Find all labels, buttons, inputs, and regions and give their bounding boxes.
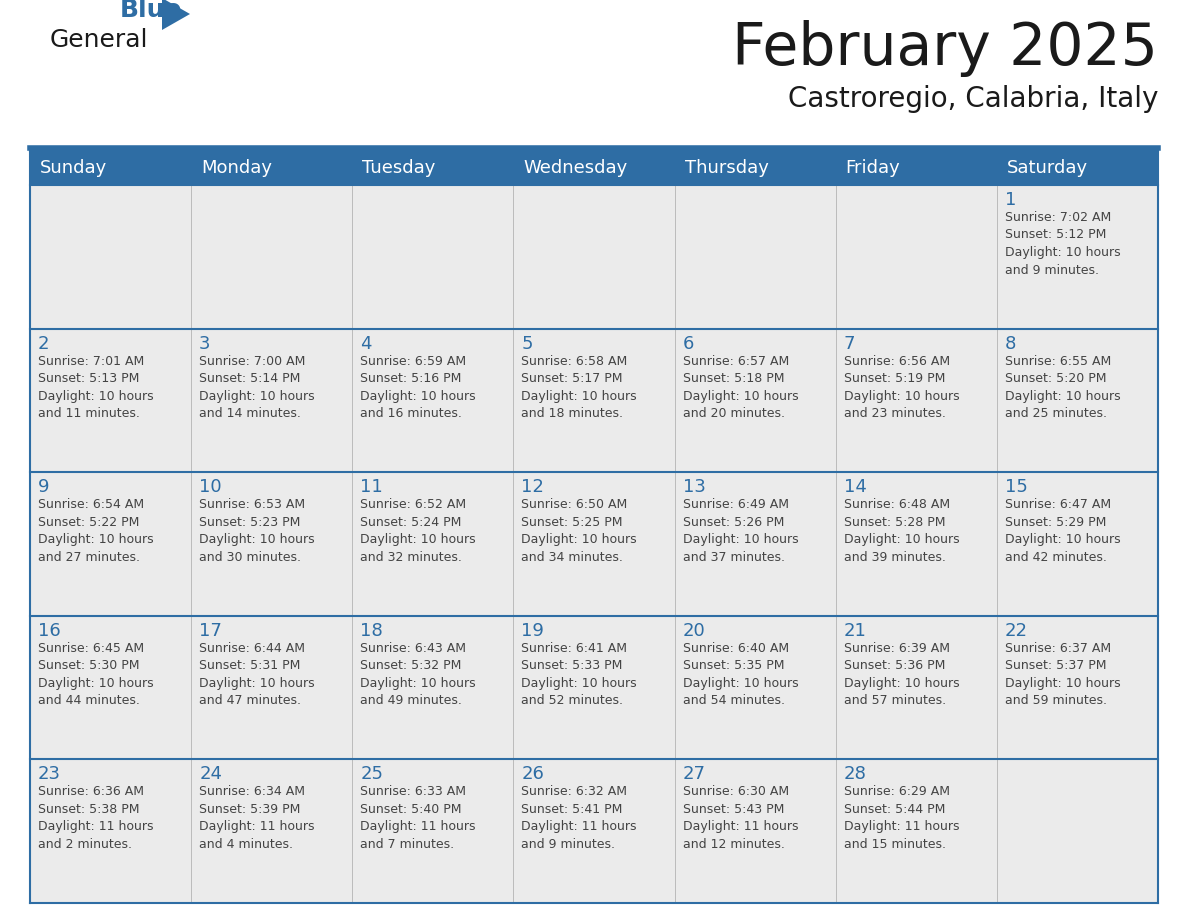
Text: Sunrise: 6:50 AM
Sunset: 5:25 PM
Daylight: 10 hours
and 34 minutes.: Sunrise: 6:50 AM Sunset: 5:25 PM Dayligh… — [522, 498, 637, 564]
Text: 7: 7 — [843, 334, 855, 353]
Bar — [30, 185, 1158, 329]
Text: Sunrise: 6:29 AM
Sunset: 5:44 PM
Daylight: 11 hours
and 15 minutes.: Sunrise: 6:29 AM Sunset: 5:44 PM Dayligh… — [843, 786, 959, 851]
Text: 12: 12 — [522, 478, 544, 497]
Text: 25: 25 — [360, 766, 384, 783]
Text: 19: 19 — [522, 621, 544, 640]
Text: Sunrise: 6:47 AM
Sunset: 5:29 PM
Daylight: 10 hours
and 42 minutes.: Sunrise: 6:47 AM Sunset: 5:29 PM Dayligh… — [1005, 498, 1120, 564]
Text: 18: 18 — [360, 621, 383, 640]
Bar — [30, 616, 1158, 759]
Text: Sunrise: 6:39 AM
Sunset: 5:36 PM
Daylight: 10 hours
and 57 minutes.: Sunrise: 6:39 AM Sunset: 5:36 PM Dayligh… — [843, 642, 960, 707]
Text: Sunrise: 6:52 AM
Sunset: 5:24 PM
Daylight: 10 hours
and 32 minutes.: Sunrise: 6:52 AM Sunset: 5:24 PM Dayligh… — [360, 498, 476, 564]
Polygon shape — [162, 0, 190, 30]
Text: 26: 26 — [522, 766, 544, 783]
Text: Sunday: Sunday — [40, 159, 107, 177]
Text: General: General — [50, 28, 148, 52]
Text: Sunrise: 6:54 AM
Sunset: 5:22 PM
Daylight: 10 hours
and 27 minutes.: Sunrise: 6:54 AM Sunset: 5:22 PM Dayligh… — [38, 498, 153, 564]
Text: 14: 14 — [843, 478, 866, 497]
Bar — [30, 329, 1158, 472]
Text: Sunrise: 6:59 AM
Sunset: 5:16 PM
Daylight: 10 hours
and 16 minutes.: Sunrise: 6:59 AM Sunset: 5:16 PM Dayligh… — [360, 354, 476, 420]
Text: February 2025: February 2025 — [732, 20, 1158, 77]
Text: Wednesday: Wednesday — [524, 159, 627, 177]
Text: Sunrise: 6:37 AM
Sunset: 5:37 PM
Daylight: 10 hours
and 59 minutes.: Sunrise: 6:37 AM Sunset: 5:37 PM Dayligh… — [1005, 642, 1120, 707]
Text: Sunrise: 6:33 AM
Sunset: 5:40 PM
Daylight: 11 hours
and 7 minutes.: Sunrise: 6:33 AM Sunset: 5:40 PM Dayligh… — [360, 786, 475, 851]
Text: 1: 1 — [1005, 191, 1016, 209]
Text: Blue: Blue — [120, 0, 183, 22]
Text: Sunrise: 6:49 AM
Sunset: 5:26 PM
Daylight: 10 hours
and 37 minutes.: Sunrise: 6:49 AM Sunset: 5:26 PM Dayligh… — [683, 498, 798, 564]
Text: Sunrise: 6:55 AM
Sunset: 5:20 PM
Daylight: 10 hours
and 25 minutes.: Sunrise: 6:55 AM Sunset: 5:20 PM Dayligh… — [1005, 354, 1120, 420]
Text: 4: 4 — [360, 334, 372, 353]
Text: 21: 21 — [843, 621, 866, 640]
Text: 10: 10 — [200, 478, 222, 497]
Text: Monday: Monday — [201, 159, 272, 177]
Bar — [30, 472, 1158, 616]
Text: Castroregio, Calabria, Italy: Castroregio, Calabria, Italy — [788, 85, 1158, 113]
Text: 5: 5 — [522, 334, 533, 353]
Text: 6: 6 — [683, 334, 694, 353]
Text: Sunrise: 7:01 AM
Sunset: 5:13 PM
Daylight: 10 hours
and 11 minutes.: Sunrise: 7:01 AM Sunset: 5:13 PM Dayligh… — [38, 354, 153, 420]
Text: Sunrise: 6:58 AM
Sunset: 5:17 PM
Daylight: 10 hours
and 18 minutes.: Sunrise: 6:58 AM Sunset: 5:17 PM Dayligh… — [522, 354, 637, 420]
Text: 15: 15 — [1005, 478, 1028, 497]
Text: Tuesday: Tuesday — [362, 159, 436, 177]
Text: 11: 11 — [360, 478, 383, 497]
Text: Sunrise: 6:43 AM
Sunset: 5:32 PM
Daylight: 10 hours
and 49 minutes.: Sunrise: 6:43 AM Sunset: 5:32 PM Dayligh… — [360, 642, 476, 707]
Text: Sunrise: 6:45 AM
Sunset: 5:30 PM
Daylight: 10 hours
and 44 minutes.: Sunrise: 6:45 AM Sunset: 5:30 PM Dayligh… — [38, 642, 153, 707]
Text: 20: 20 — [683, 621, 706, 640]
Text: Sunrise: 6:57 AM
Sunset: 5:18 PM
Daylight: 10 hours
and 20 minutes.: Sunrise: 6:57 AM Sunset: 5:18 PM Dayligh… — [683, 354, 798, 420]
Text: 13: 13 — [683, 478, 706, 497]
Text: Sunrise: 7:00 AM
Sunset: 5:14 PM
Daylight: 10 hours
and 14 minutes.: Sunrise: 7:00 AM Sunset: 5:14 PM Dayligh… — [200, 354, 315, 420]
Text: Sunrise: 6:53 AM
Sunset: 5:23 PM
Daylight: 10 hours
and 30 minutes.: Sunrise: 6:53 AM Sunset: 5:23 PM Dayligh… — [200, 498, 315, 564]
Text: 2: 2 — [38, 334, 50, 353]
Text: Sunrise: 7:02 AM
Sunset: 5:12 PM
Daylight: 10 hours
and 9 minutes.: Sunrise: 7:02 AM Sunset: 5:12 PM Dayligh… — [1005, 211, 1120, 276]
Text: 23: 23 — [38, 766, 61, 783]
Text: 27: 27 — [683, 766, 706, 783]
Text: 22: 22 — [1005, 621, 1028, 640]
Text: 8: 8 — [1005, 334, 1016, 353]
Text: Sunrise: 6:40 AM
Sunset: 5:35 PM
Daylight: 10 hours
and 54 minutes.: Sunrise: 6:40 AM Sunset: 5:35 PM Dayligh… — [683, 642, 798, 707]
Bar — [30, 151, 1158, 185]
Text: Sunrise: 6:56 AM
Sunset: 5:19 PM
Daylight: 10 hours
and 23 minutes.: Sunrise: 6:56 AM Sunset: 5:19 PM Dayligh… — [843, 354, 960, 420]
Text: Friday: Friday — [846, 159, 901, 177]
Text: 9: 9 — [38, 478, 50, 497]
Text: 28: 28 — [843, 766, 866, 783]
Text: Thursday: Thursday — [684, 159, 769, 177]
Text: Sunrise: 6:44 AM
Sunset: 5:31 PM
Daylight: 10 hours
and 47 minutes.: Sunrise: 6:44 AM Sunset: 5:31 PM Dayligh… — [200, 642, 315, 707]
Text: Sunrise: 6:34 AM
Sunset: 5:39 PM
Daylight: 11 hours
and 4 minutes.: Sunrise: 6:34 AM Sunset: 5:39 PM Dayligh… — [200, 786, 315, 851]
Text: Sunrise: 6:41 AM
Sunset: 5:33 PM
Daylight: 10 hours
and 52 minutes.: Sunrise: 6:41 AM Sunset: 5:33 PM Dayligh… — [522, 642, 637, 707]
Text: 17: 17 — [200, 621, 222, 640]
Bar — [30, 759, 1158, 903]
Text: Sunrise: 6:48 AM
Sunset: 5:28 PM
Daylight: 10 hours
and 39 minutes.: Sunrise: 6:48 AM Sunset: 5:28 PM Dayligh… — [843, 498, 960, 564]
Text: Sunrise: 6:36 AM
Sunset: 5:38 PM
Daylight: 11 hours
and 2 minutes.: Sunrise: 6:36 AM Sunset: 5:38 PM Dayligh… — [38, 786, 153, 851]
Text: 16: 16 — [38, 621, 61, 640]
Text: Sunrise: 6:30 AM
Sunset: 5:43 PM
Daylight: 11 hours
and 12 minutes.: Sunrise: 6:30 AM Sunset: 5:43 PM Dayligh… — [683, 786, 798, 851]
Text: 24: 24 — [200, 766, 222, 783]
Text: Saturday: Saturday — [1007, 159, 1088, 177]
Text: Sunrise: 6:32 AM
Sunset: 5:41 PM
Daylight: 11 hours
and 9 minutes.: Sunrise: 6:32 AM Sunset: 5:41 PM Dayligh… — [522, 786, 637, 851]
Text: 3: 3 — [200, 334, 210, 353]
